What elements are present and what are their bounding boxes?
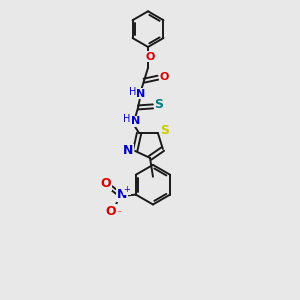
Text: +: + (124, 185, 130, 194)
Text: O: O (106, 205, 116, 218)
Text: N: N (136, 88, 146, 98)
Text: N: N (130, 116, 140, 126)
Text: H: H (130, 86, 137, 97)
Text: O: O (145, 52, 155, 62)
Text: S: S (160, 124, 169, 137)
Text: N: N (117, 188, 127, 201)
Text: N: N (123, 145, 134, 158)
Text: O: O (159, 72, 169, 82)
Text: S: S (154, 98, 164, 111)
Text: ⁻: ⁻ (116, 209, 122, 219)
Text: H: H (122, 114, 130, 124)
Text: O: O (101, 177, 111, 190)
